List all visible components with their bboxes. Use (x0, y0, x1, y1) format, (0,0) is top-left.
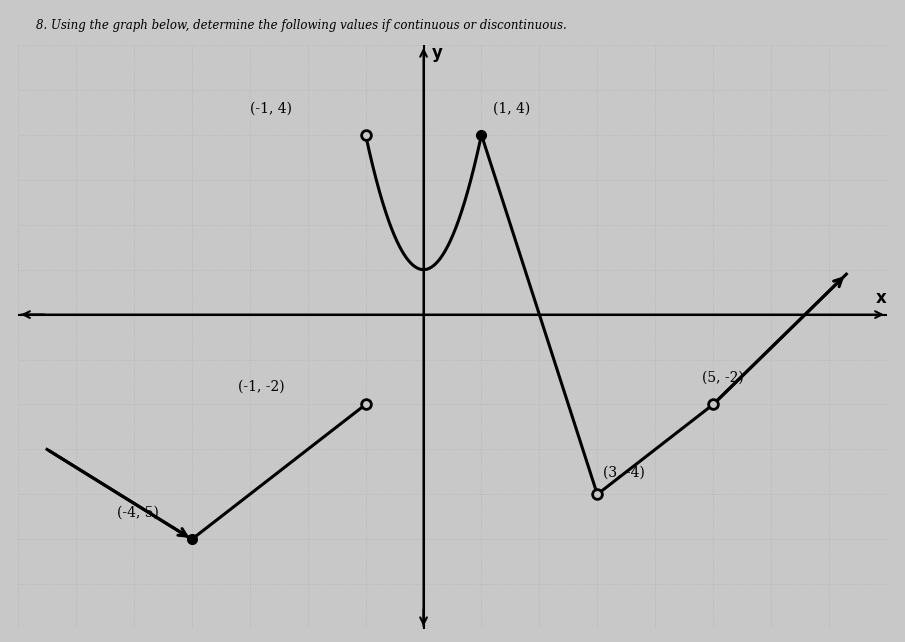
Text: (-1, 4): (-1, 4) (250, 101, 291, 116)
Text: (3, -4): (3, -4) (603, 465, 645, 480)
Text: (-4, 5): (-4, 5) (117, 506, 158, 520)
Text: x: x (875, 290, 886, 308)
Text: (-1, -2): (-1, -2) (238, 380, 285, 394)
Text: 8. Using the graph below, determine the following values if continuous or discon: 8. Using the graph below, determine the … (36, 19, 567, 32)
Text: (1, 4): (1, 4) (493, 101, 530, 116)
Text: (5, -2): (5, -2) (701, 371, 743, 385)
Text: y: y (433, 44, 443, 62)
